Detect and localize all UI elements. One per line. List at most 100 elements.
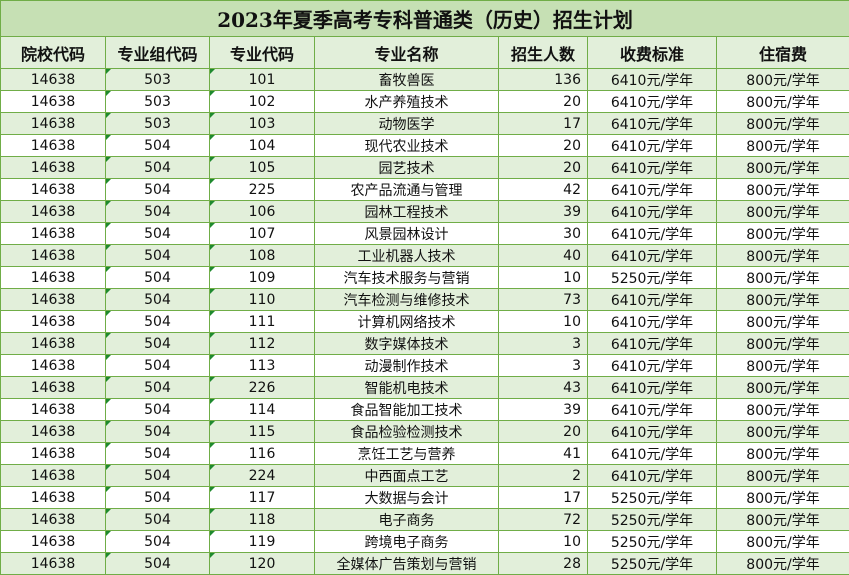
cell-group-code: 504 [105, 156, 210, 179]
cell-enrollment-count: 42 [498, 178, 588, 201]
cell-dorm-fee: 800元/学年 [715, 310, 849, 333]
cell-major-name: 大数据与会计 [314, 486, 499, 509]
cell-school-code: 14638 [0, 266, 106, 289]
table-row: 14638 504 110 汽车检测与维修技术 73 6410元/学年 800元/学年 [0, 288, 849, 311]
table-row: 14638 504 114 食品智能加工技术 39 6410元/学年 800元/学年 [0, 398, 849, 421]
column-header-group-code: 专业组代码 [105, 36, 210, 69]
cell-school-code: 14638 [0, 222, 106, 245]
cell-major-code: 102 [209, 90, 315, 113]
cell-group-code: 504 [105, 332, 210, 355]
cell-major-name: 烹饪工艺与营养 [314, 442, 499, 465]
cell-school-code: 14638 [0, 398, 106, 421]
cell-school-code: 14638 [0, 156, 106, 179]
cell-major-code: 108 [209, 244, 315, 267]
cell-tuition: 6410元/学年 [587, 442, 717, 465]
cell-major-name: 园艺技术 [314, 156, 499, 179]
table-row: 14638 503 102 水产养殖技术 20 6410元/学年 800元/学年 [0, 90, 849, 113]
cell-tuition: 5250元/学年 [587, 508, 717, 531]
cell-tuition: 6410元/学年 [587, 156, 717, 179]
cell-school-code: 14638 [0, 68, 106, 91]
cell-group-code: 504 [105, 376, 210, 399]
cell-major-code: 113 [209, 354, 315, 377]
cell-tuition: 6410元/学年 [587, 134, 717, 157]
cell-major-code: 107 [209, 222, 315, 245]
cell-major-name: 计算机网络技术 [314, 310, 499, 333]
cell-major-code: 120 [209, 552, 315, 575]
cell-school-code: 14638 [0, 442, 106, 465]
cell-dorm-fee: 800元/学年 [715, 442, 849, 465]
cell-dorm-fee: 800元/学年 [715, 90, 849, 113]
cell-enrollment-count: 20 [498, 90, 588, 113]
cell-group-code: 504 [105, 134, 210, 157]
column-header-enrollment-count: 招生人数 [498, 36, 588, 69]
cell-dorm-fee: 800元/学年 [715, 530, 849, 553]
cell-major-name: 中西面点工艺 [314, 464, 499, 487]
cell-dorm-fee: 800元/学年 [715, 222, 849, 245]
cell-tuition: 6410元/学年 [587, 68, 717, 91]
cell-tuition: 5250元/学年 [587, 552, 717, 575]
column-header-tuition: 收费标准 [587, 36, 717, 69]
table-row: 14638 504 115 食品检验检测技术 20 6410元/学年 800元/学年 [0, 420, 849, 443]
cell-school-code: 14638 [0, 486, 106, 509]
cell-tuition: 6410元/学年 [587, 178, 717, 201]
cell-tuition: 6410元/学年 [587, 200, 717, 223]
cell-dorm-fee: 800元/学年 [715, 464, 849, 487]
table-row: 14638 504 107 风景园林设计 30 6410元/学年 800元/学年 [0, 222, 849, 245]
table-row: 14638 504 108 工业机器人技术 40 6410元/学年 800元/学年 [0, 244, 849, 267]
cell-enrollment-count: 43 [498, 376, 588, 399]
cell-school-code: 14638 [0, 288, 106, 311]
cell-major-name: 畜牧兽医 [314, 68, 499, 91]
cell-group-code: 503 [105, 112, 210, 135]
cell-dorm-fee: 800元/学年 [715, 244, 849, 267]
cell-enrollment-count: 41 [498, 442, 588, 465]
cell-major-name: 跨境电子商务 [314, 530, 499, 553]
cell-school-code: 14638 [0, 464, 106, 487]
cell-enrollment-count: 2 [498, 464, 588, 487]
cell-major-name: 园林工程技术 [314, 200, 499, 223]
cell-enrollment-count: 39 [498, 398, 588, 421]
table-row: 14638 504 104 现代农业技术 20 6410元/学年 800元/学年 [0, 134, 849, 157]
cell-major-code: 109 [209, 266, 315, 289]
table-row: 14638 503 101 畜牧兽医 136 6410元/学年 800元/学年 [0, 68, 849, 91]
table-row: 14638 504 112 数字媒体技术 3 6410元/学年 800元/学年 [0, 332, 849, 355]
cell-major-name: 动物医学 [314, 112, 499, 135]
cell-school-code: 14638 [0, 310, 106, 333]
cell-enrollment-count: 17 [498, 112, 588, 135]
cell-dorm-fee: 800元/学年 [715, 156, 849, 179]
cell-group-code: 504 [105, 420, 210, 443]
table-row: 14638 504 226 智能机电技术 43 6410元/学年 800元/学年 [0, 376, 849, 399]
cell-enrollment-count: 28 [498, 552, 588, 575]
table-row: 14638 504 111 计算机网络技术 10 6410元/学年 800元/学年 [0, 310, 849, 333]
cell-tuition: 6410元/学年 [587, 354, 717, 377]
cell-major-code: 111 [209, 310, 315, 333]
cell-dorm-fee: 800元/学年 [715, 134, 849, 157]
cell-tuition: 6410元/学年 [587, 376, 717, 399]
cell-tuition: 5250元/学年 [587, 486, 717, 509]
cell-major-code: 103 [209, 112, 315, 135]
cell-major-name: 电子商务 [314, 508, 499, 531]
cell-dorm-fee: 800元/学年 [715, 354, 849, 377]
cell-dorm-fee: 800元/学年 [715, 398, 849, 421]
cell-dorm-fee: 800元/学年 [715, 68, 849, 91]
cell-group-code: 504 [105, 200, 210, 223]
cell-major-code: 116 [209, 442, 315, 465]
cell-major-name: 动漫制作技术 [314, 354, 499, 377]
cell-enrollment-count: 20 [498, 134, 588, 157]
cell-dorm-fee: 800元/学年 [715, 508, 849, 531]
cell-tuition: 6410元/学年 [587, 244, 717, 267]
cell-group-code: 504 [105, 244, 210, 267]
cell-enrollment-count: 10 [498, 530, 588, 553]
cell-major-code: 224 [209, 464, 315, 487]
table-row: 14638 504 224 中西面点工艺 2 6410元/学年 800元/学年 [0, 464, 849, 487]
cell-major-code: 105 [209, 156, 315, 179]
cell-major-code: 118 [209, 508, 315, 531]
cell-enrollment-count: 72 [498, 508, 588, 531]
cell-dorm-fee: 800元/学年 [715, 420, 849, 443]
table-row: 14638 503 103 动物医学 17 6410元/学年 800元/学年 [0, 112, 849, 135]
cell-group-code: 504 [105, 486, 210, 509]
cell-school-code: 14638 [0, 244, 106, 267]
cell-school-code: 14638 [0, 178, 106, 201]
cell-dorm-fee: 800元/学年 [715, 376, 849, 399]
cell-enrollment-count: 17 [498, 486, 588, 509]
